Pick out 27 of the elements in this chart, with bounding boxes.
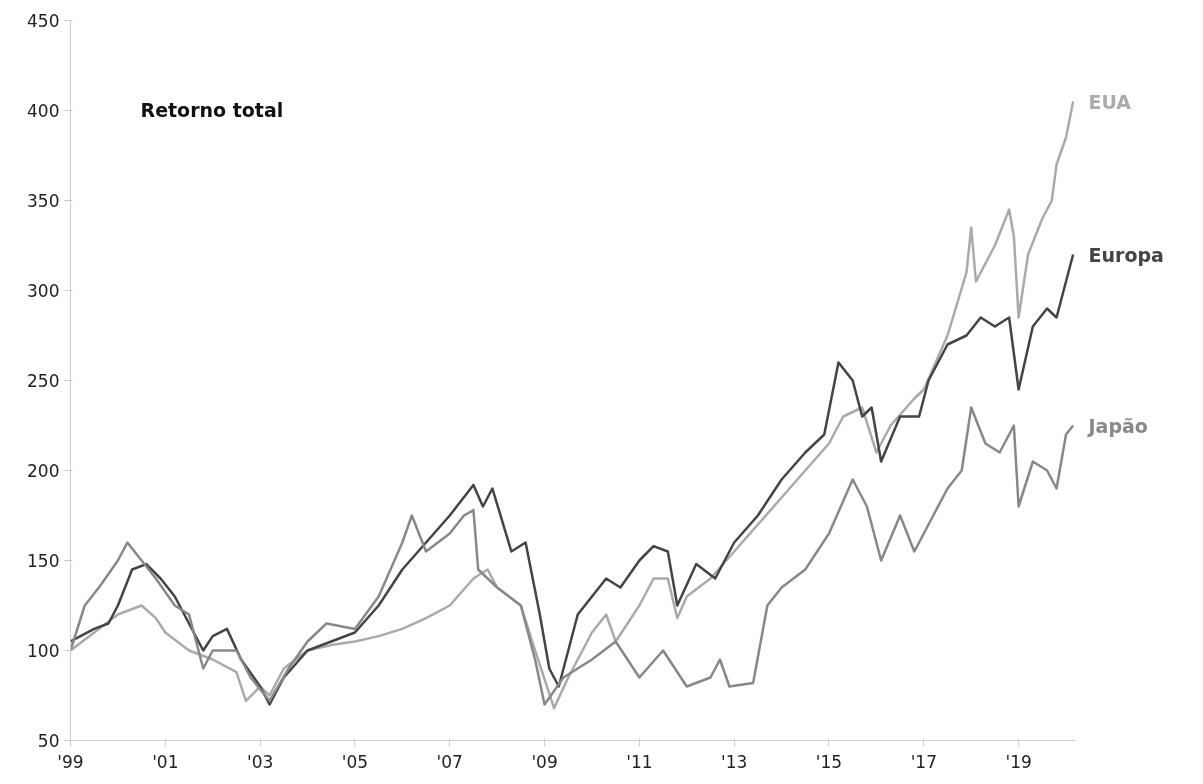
y-tick-label: 300 xyxy=(27,281,60,301)
y-tick-label: 200 xyxy=(27,461,60,481)
y-tick-label: 400 xyxy=(27,101,60,121)
y-tick-label: 450 xyxy=(27,11,60,31)
line-series xyxy=(70,253,1075,706)
x-tick-label: '99 xyxy=(57,751,84,772)
x-tick-label: '13 xyxy=(721,751,748,772)
x-tick-label: '07 xyxy=(436,751,463,772)
y-tick-label: 100 xyxy=(27,641,60,661)
text: Retorno total xyxy=(140,98,284,121)
x-tick-label: '03 xyxy=(246,751,274,772)
line-series xyxy=(70,100,1075,710)
x-tick-label: '01 xyxy=(152,751,179,772)
x-tick-label: '19 xyxy=(1005,751,1032,772)
y-tick-label: 50 xyxy=(37,731,60,751)
x-tick-label: '05 xyxy=(341,751,369,772)
y-tick-label: 150 xyxy=(27,551,60,571)
y-tick-label: 250 xyxy=(27,371,60,391)
x-tick-label: '09 xyxy=(531,751,558,772)
series-label: EUA xyxy=(1088,90,1132,113)
x-tick-label: '17 xyxy=(910,751,937,772)
y-tick-label: 350 xyxy=(27,191,60,211)
x-tick-label: '15 xyxy=(815,751,843,772)
series-label: Europa xyxy=(1088,243,1164,266)
line-series xyxy=(70,406,1075,706)
series-label: Japão xyxy=(1086,414,1148,437)
x-tick-label: '11 xyxy=(626,751,653,772)
